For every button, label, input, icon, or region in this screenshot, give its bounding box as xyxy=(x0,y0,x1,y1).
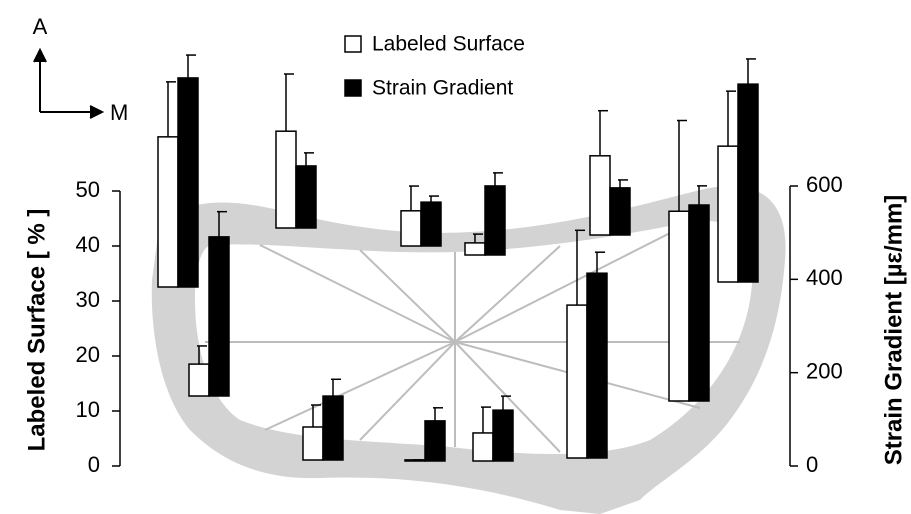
bar xyxy=(295,165,317,229)
y2-tick-label: 600 xyxy=(806,172,843,197)
bar xyxy=(688,204,710,402)
legend-label: Strain Gradient xyxy=(372,77,513,100)
y2-tick-label: 400 xyxy=(806,265,843,290)
legend-swatch xyxy=(344,79,362,97)
bar xyxy=(589,155,611,236)
bar xyxy=(717,145,739,283)
bar xyxy=(302,426,324,461)
y-tick-label: 40 xyxy=(76,232,100,257)
bar xyxy=(404,459,426,462)
bar xyxy=(586,272,608,459)
bar xyxy=(668,210,690,402)
legend-swatch xyxy=(344,35,362,53)
bar xyxy=(188,363,210,397)
bar xyxy=(609,187,631,236)
bar xyxy=(472,432,494,462)
bar xyxy=(424,420,446,462)
y-tick-label: 50 xyxy=(76,177,100,202)
compass xyxy=(33,47,105,119)
bar xyxy=(737,83,759,283)
y2-axis-title: Strain Gradient [µε/mm] xyxy=(880,195,907,466)
bar xyxy=(275,130,297,229)
y-tick-label: 0 xyxy=(88,452,100,477)
y-axis-title: Labeled Surface [ % ] xyxy=(23,209,50,452)
y-tick-label: 10 xyxy=(76,397,100,422)
bar xyxy=(464,242,486,256)
y-tick-label: 20 xyxy=(76,342,100,367)
bar xyxy=(420,201,442,247)
bar xyxy=(157,136,179,288)
bar xyxy=(177,77,199,288)
bar xyxy=(400,210,422,247)
bar xyxy=(322,395,344,461)
y2-tick-label: 0 xyxy=(806,452,818,477)
y2-tick-label: 200 xyxy=(806,358,843,383)
bar xyxy=(208,236,230,397)
compass-label: M xyxy=(110,100,128,125)
bar xyxy=(566,304,588,459)
legend-label: Labeled Surface xyxy=(372,33,525,56)
bar xyxy=(484,185,506,256)
y-tick-label: 30 xyxy=(76,287,100,312)
bar xyxy=(492,409,514,462)
compass-label: A xyxy=(33,14,48,39)
